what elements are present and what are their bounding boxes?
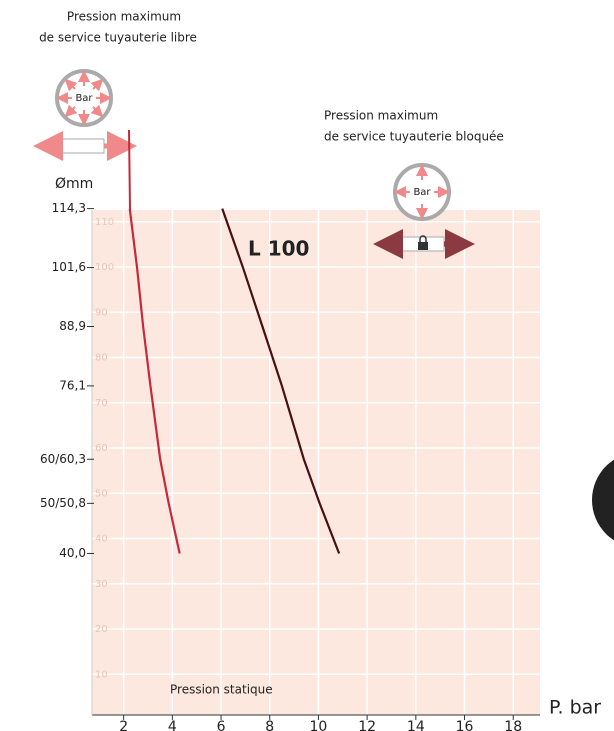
icon-text: Bar	[413, 187, 431, 198]
y2-tick-label: 114,3	[52, 201, 86, 215]
annotation: de service tuyauterie libre	[39, 31, 197, 45]
y-tick-label: 110	[95, 217, 114, 228]
annotation: de service tuyauterie bloquée	[324, 130, 504, 144]
x-tick-label: 8	[265, 719, 274, 731]
x-tick-label: 14	[407, 719, 425, 731]
y2-tick-label: 88,9	[59, 319, 86, 333]
annotation: Pression maximum	[67, 10, 181, 24]
series-line	[221, 208, 341, 554]
icon-free	[33, 69, 137, 161]
x-tick-label: 12	[358, 719, 376, 731]
decoration-wheel	[592, 459, 614, 541]
y-tick-label: 70	[95, 398, 108, 409]
x-tick-label: 4	[168, 719, 177, 731]
x-tick-label: 2	[119, 719, 128, 731]
y2-tick-label: 40,0	[59, 546, 86, 560]
y-tick-label: 20	[95, 624, 108, 635]
y-tick-label: 80	[95, 353, 108, 364]
y-tick-label: 100	[95, 262, 114, 273]
y-tick-label: 90	[95, 307, 108, 318]
axis-label: P. bar	[549, 697, 601, 719]
x-tick-label: 18	[504, 719, 522, 731]
x-tick-label: 16	[456, 719, 474, 731]
annotation: Pression statique	[170, 683, 273, 697]
icon-blocked	[373, 163, 475, 259]
x-tick-label: 6	[217, 719, 226, 731]
y2-tick-label: 60/60,3	[40, 452, 86, 466]
series-line	[128, 208, 181, 554]
icon-text: Bar	[75, 93, 93, 104]
y2-tick-label: 76,1	[59, 378, 86, 392]
y-tick-label: 10	[95, 669, 108, 680]
y-tick-label: 60	[95, 443, 108, 454]
plot-area	[92, 210, 540, 715]
axis-label: Ømm	[55, 176, 93, 192]
y-tick-label: 50	[95, 488, 108, 499]
y2-tick-label: 101,6	[52, 260, 86, 274]
y-tick-label: 30	[95, 579, 108, 590]
y2-tick-label: 50/50,8	[40, 496, 86, 510]
annotation: Pression maximum	[324, 109, 438, 123]
curve-label: L 100	[248, 237, 309, 261]
y-tick-label: 40	[95, 534, 108, 545]
x-tick-label: 10	[310, 719, 328, 731]
curve-extension	[128, 129, 131, 211]
